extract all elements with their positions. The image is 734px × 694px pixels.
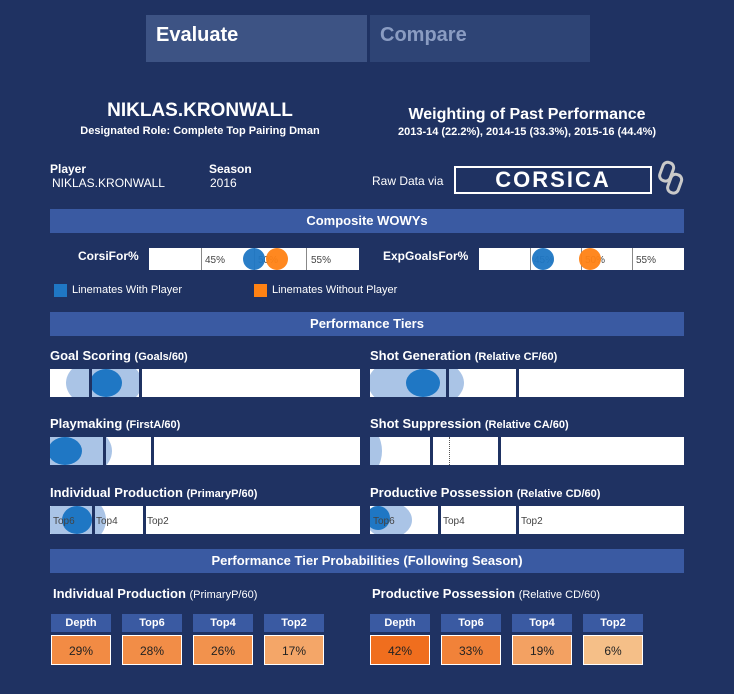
tick-45 bbox=[530, 248, 531, 270]
prob-header-top2: Top2 bbox=[583, 614, 643, 632]
prob-cell-top2[interactable]: 17% bbox=[264, 635, 324, 665]
prob-header-top4: Top4 bbox=[512, 614, 572, 632]
tier-line bbox=[103, 437, 106, 465]
prob-header-top6: Top6 bbox=[122, 614, 182, 632]
individual-production-bar[interactable]: Top6 Top4 Top2 bbox=[50, 506, 360, 534]
estimate-dot bbox=[406, 369, 440, 397]
tick-55 bbox=[306, 248, 307, 270]
wowy-without-dot bbox=[266, 248, 289, 270]
tier-label-top2: Top2 bbox=[521, 516, 543, 527]
tier-label-top4: Top4 bbox=[96, 516, 118, 527]
prob-header-top6: Top6 bbox=[441, 614, 501, 632]
corsica-logo-text: CORSICA bbox=[456, 168, 650, 192]
tier-line bbox=[151, 437, 154, 465]
prob-header-depth: Depth bbox=[51, 614, 111, 632]
tier-line bbox=[438, 506, 441, 534]
tick-55 bbox=[632, 248, 633, 270]
legend-with-label: Linemates With Player bbox=[72, 284, 183, 296]
productive-possession-title: Productive Possession (Relative CD/60) bbox=[370, 485, 601, 500]
composite-wowys-header: Composite WOWYs bbox=[50, 209, 684, 233]
xg-wowy-bar[interactable]: 45% 50% 55% bbox=[479, 248, 684, 270]
link-icon[interactable] bbox=[658, 160, 684, 201]
tier-label-top6: Top6 bbox=[53, 516, 75, 527]
tick-label-45: 45% bbox=[205, 255, 226, 266]
prob-left-title: Individual Production (PrimaryP/60) bbox=[53, 586, 258, 601]
individual-production-title: Individual Production (PrimaryP/60) bbox=[50, 485, 258, 500]
player-value[interactable]: NIKLAS.KRONWALL bbox=[52, 176, 165, 190]
designated-role: Designated Role: Complete Top Pairing Dm… bbox=[80, 125, 320, 137]
tier-line bbox=[498, 437, 501, 465]
shot-generation-bar[interactable] bbox=[370, 369, 684, 397]
wowy-with-dot bbox=[531, 248, 554, 270]
tier-line bbox=[92, 506, 95, 534]
legend-without-swatch bbox=[254, 284, 267, 297]
legend-without-label: Linemates Without Player bbox=[272, 284, 398, 296]
weighting-detail: 2013-14 (22.2%), 2014-15 (33.3%), 2015-1… bbox=[397, 126, 657, 138]
xg-label: ExpGoalsFor% bbox=[383, 249, 469, 263]
prob-cell-top6[interactable]: 33% bbox=[441, 635, 501, 665]
playmaking-bar[interactable] bbox=[50, 437, 360, 465]
raw-data-label: Raw Data via bbox=[372, 174, 444, 188]
prob-header-depth: Depth bbox=[370, 614, 430, 632]
tier-line bbox=[516, 506, 519, 534]
season-value[interactable]: 2016 bbox=[210, 176, 237, 190]
tick-45 bbox=[201, 248, 202, 270]
goal-scoring-title: Goal Scoring (Goals/60) bbox=[50, 348, 188, 363]
estimate-dot bbox=[50, 437, 82, 465]
season-label: Season bbox=[209, 162, 252, 176]
tier-line bbox=[139, 369, 142, 397]
average-line bbox=[449, 437, 450, 465]
tier-line bbox=[143, 506, 146, 534]
prob-cell-depth[interactable]: 29% bbox=[51, 635, 111, 665]
tier-line bbox=[89, 369, 92, 397]
legend-with-swatch bbox=[54, 284, 67, 297]
prob-cell-top4[interactable]: 19% bbox=[512, 635, 572, 665]
prob-header-top4: Top4 bbox=[193, 614, 253, 632]
probabilities-header: Performance Tier Probabilities (Followin… bbox=[50, 549, 684, 573]
player-name-title: NIKLAS.KRONWALL bbox=[107, 100, 293, 121]
shot-suppression-title: Shot Suppression (Relative CA/60) bbox=[370, 416, 569, 431]
estimate-dot bbox=[90, 369, 122, 397]
tier-line bbox=[446, 369, 449, 397]
prob-header-top2: Top2 bbox=[264, 614, 324, 632]
prob-cell-top4[interactable]: 26% bbox=[193, 635, 253, 665]
tier-line bbox=[516, 369, 519, 397]
prob-cell-depth[interactable]: 42% bbox=[370, 635, 430, 665]
tier-line bbox=[430, 437, 433, 465]
corsi-wowy-bar[interactable]: 45% 50% 55% bbox=[149, 248, 359, 270]
wowy-without-dot bbox=[578, 248, 601, 270]
range-band bbox=[370, 437, 382, 465]
corsica-logo[interactable]: CORSICA bbox=[454, 166, 652, 194]
playmaking-title: Playmaking (FirstA/60) bbox=[50, 416, 181, 431]
estimate-dot bbox=[370, 506, 390, 530]
corsi-label: CorsiFor% bbox=[78, 249, 139, 263]
performance-tiers-header: Performance Tiers bbox=[50, 312, 684, 336]
prob-cell-top2[interactable]: 6% bbox=[583, 635, 643, 665]
tier-label-top2: Top2 bbox=[147, 516, 169, 527]
tick-label-55: 55% bbox=[311, 255, 332, 266]
weighting-title: Weighting of Past Performance bbox=[408, 106, 646, 123]
prob-cell-top6[interactable]: 28% bbox=[122, 635, 182, 665]
shot-suppression-bar[interactable] bbox=[370, 437, 684, 465]
tick-label-55: 55% bbox=[636, 255, 657, 266]
productive-possession-bar[interactable]: Top6 Top4 Top2 bbox=[370, 506, 684, 534]
tab-evaluate[interactable]: Evaluate bbox=[146, 15, 367, 62]
prob-right-title: Productive Possession (Relative CD/60) bbox=[372, 586, 600, 601]
shot-generation-title: Shot Generation (Relative CF/60) bbox=[370, 348, 558, 363]
wowy-with-dot bbox=[243, 248, 265, 270]
tier-label-top6: Top6 bbox=[373, 516, 395, 527]
goal-scoring-bar[interactable] bbox=[50, 369, 360, 397]
estimate-dot bbox=[62, 506, 92, 534]
tier-label-top4: Top4 bbox=[443, 516, 465, 527]
tab-compare[interactable]: Compare bbox=[370, 15, 590, 62]
player-label: Player bbox=[50, 162, 87, 176]
